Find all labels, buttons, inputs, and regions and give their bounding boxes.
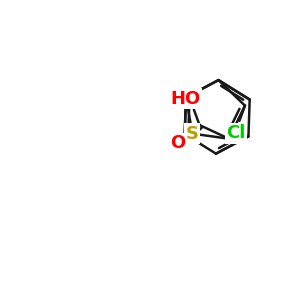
- Text: S: S: [186, 124, 199, 142]
- Text: HO: HO: [170, 90, 201, 108]
- Text: Cl: Cl: [226, 124, 246, 142]
- Text: O: O: [170, 134, 186, 152]
